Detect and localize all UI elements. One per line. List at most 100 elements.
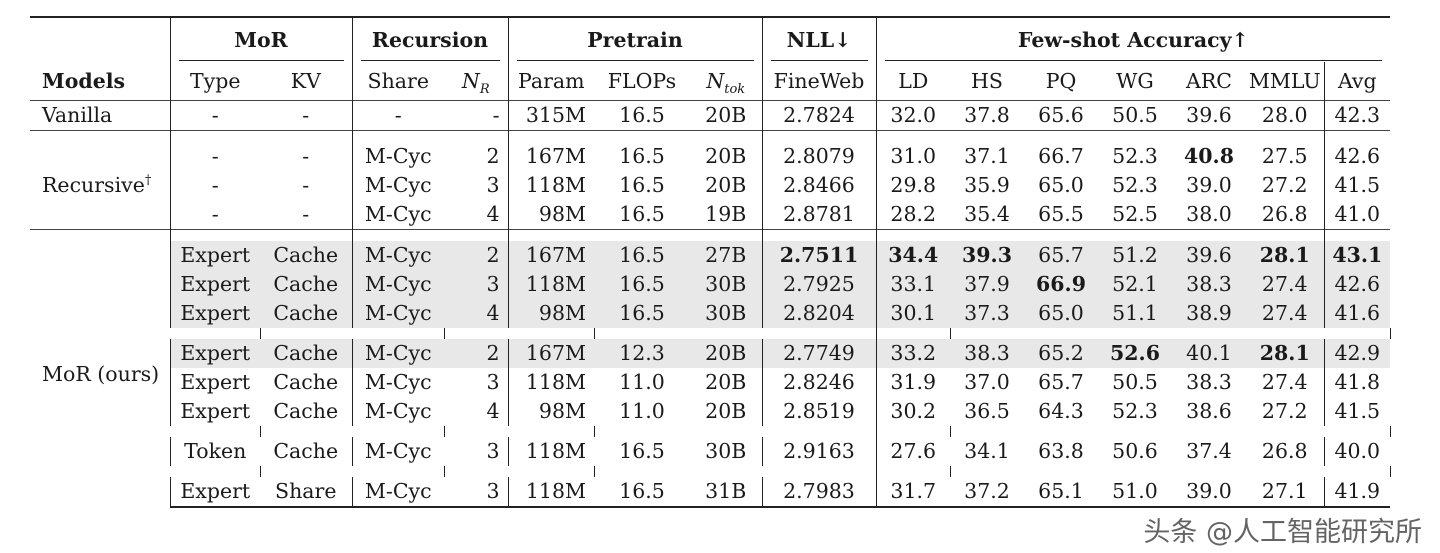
table-cell: 34.4 xyxy=(875,241,950,270)
table-cell: 50.5 xyxy=(1098,100,1172,131)
table-row: Recursive† - - M-Cyc 2 167M 16.5 20B 2.8079 31.0 3… xyxy=(30,142,1410,197)
table-cell: 16.5 xyxy=(594,299,690,328)
table-cell: 64.3 xyxy=(1038,399,1084,423)
col-models: Models xyxy=(42,69,126,93)
table-cell: Cache xyxy=(273,399,339,423)
table-cell: 27.5 xyxy=(1261,144,1308,168)
table-cell: 28.1 xyxy=(1246,339,1324,368)
table-cell: 3 xyxy=(486,370,500,394)
table-cell: 11.0 xyxy=(619,370,665,394)
table-cell: 118M xyxy=(507,437,594,466)
row-spacer xyxy=(30,130,1410,142)
table-cell: M-Cyc xyxy=(351,200,444,230)
table-cell: 42.9 xyxy=(1323,339,1391,368)
table-cell: 2.8781 xyxy=(761,200,876,230)
table-cell: 2.8519 xyxy=(761,397,876,426)
table-cell: - xyxy=(444,100,508,131)
header-col-row: Models Type KV Share NR Param FLOPs Ntok… xyxy=(30,62,1410,101)
row-spacer xyxy=(30,229,1410,241)
table-cell: 20B xyxy=(705,144,747,168)
table-cell: 41.8 xyxy=(1323,368,1391,397)
table-cell: Expert xyxy=(169,270,260,299)
results-table: MoR Recursion Pretrain NLL↓ Few-shot Acc… xyxy=(30,16,1410,508)
table-cell: Cache xyxy=(260,299,352,328)
table-cell: 20B xyxy=(705,399,747,423)
table-cell: 16.5 xyxy=(594,241,690,270)
table-row: Expert Cache M-Cyc 4 98M 11.0 20B 2.8519 30.2 36.… xyxy=(30,397,1410,426)
table-cell: 36.5 xyxy=(964,399,1010,423)
table-cell: 2.7511 xyxy=(761,241,876,270)
table-cell: 12.3 xyxy=(594,339,690,368)
table-cell: - xyxy=(169,142,260,171)
table-cell: M-Cyc xyxy=(351,299,444,328)
table-row: Expert Cache M-Cyc 3 118M 16.5 30B 2.7925 33.1 37… xyxy=(30,270,1410,299)
table-cell: 28.1 xyxy=(1246,241,1324,270)
table-cell: 98M xyxy=(507,200,594,230)
table-cell: M-Cyc xyxy=(351,339,444,368)
table-cell: 16.5 xyxy=(619,144,665,168)
table-cell: 38.3 xyxy=(1186,370,1232,394)
table-row: Expert Cache M-Cyc 2 167M 12.3 20B 2.7749 33.2 38… xyxy=(30,339,1410,368)
table-row: Expert Share M-Cyc 3 118M 16.5 31B 2.7983 31.7 37… xyxy=(30,477,1410,508)
table-cell: 66.9 xyxy=(1024,270,1098,299)
table-cell: 16.5 xyxy=(619,173,665,197)
table-cell: 20B xyxy=(705,370,747,394)
table-cell: 2.8204 xyxy=(761,299,876,328)
table-cell: 37.8 xyxy=(950,100,1024,131)
table-cell: 2.7749 xyxy=(761,339,876,368)
table-cell: 51.2 xyxy=(1098,241,1172,270)
table-cell: 42.6 xyxy=(1323,270,1391,299)
table-cell: 39.3 xyxy=(950,241,1024,270)
table-cell: 19B xyxy=(705,202,747,226)
row-spacer xyxy=(30,466,1410,477)
model-group-recursive: Recursive† xyxy=(42,173,152,197)
table-cell: 32.0 xyxy=(875,100,950,131)
table-cell: 37.4 xyxy=(1186,439,1232,463)
table-cell: 51.0 xyxy=(1098,477,1172,508)
table-cell: 38.0 xyxy=(1186,202,1232,226)
table-cell: 52.5 xyxy=(1112,202,1158,226)
table-cell: 2.7925 xyxy=(761,270,876,299)
table-cell: 29.8 xyxy=(875,171,950,200)
table-cell: 27.6 xyxy=(875,437,950,466)
table-cell: 16.5 xyxy=(619,202,665,226)
table-cell: 41.5 xyxy=(1323,171,1391,200)
table-cell: 52.3 xyxy=(1112,173,1158,197)
table-cell: Cache xyxy=(273,439,339,463)
table-cell: 38.3 xyxy=(1172,270,1246,299)
table-cell: Expert xyxy=(169,241,260,270)
table-cell: 65.7 xyxy=(1024,241,1098,270)
table-cell: M-Cyc xyxy=(351,142,444,171)
table-cell: 31.7 xyxy=(875,477,950,508)
col-flops: FLOPs xyxy=(607,69,677,93)
table-cell: 30B xyxy=(690,299,762,328)
table-cell: Cache xyxy=(260,339,352,368)
model-group-vanilla: Vanilla xyxy=(30,100,170,131)
table-cell: 41.5 xyxy=(1323,397,1391,426)
col-kv: KV xyxy=(290,69,321,93)
row-spacer xyxy=(30,426,1410,437)
table-cell: 315M xyxy=(507,100,594,131)
table-cell: 118M xyxy=(507,270,594,299)
table-cell: 27.4 xyxy=(1261,370,1308,394)
table-cell: 37.3 xyxy=(950,299,1024,328)
table-row: Token Cache M-Cyc 3 118M 16.5 30B 2.9163 27.6 34.… xyxy=(30,437,1410,466)
table-cell: 35.4 xyxy=(964,202,1010,226)
table-row: - - M-Cyc 4 98M 16.5 19B 2.8781 28.2 35.4 65.5 52.5… xyxy=(30,200,1410,230)
table-cell: 42.3 xyxy=(1323,100,1391,131)
table-cell: 40.1 xyxy=(1172,339,1246,368)
table-cell: 3 xyxy=(444,270,508,299)
col-ntok: Ntok xyxy=(706,69,746,98)
table-cell: 50.5 xyxy=(1112,370,1158,394)
table-cell: 4 xyxy=(486,202,500,226)
table-cell: 16.5 xyxy=(594,100,690,131)
header-recursion: Recursion xyxy=(351,16,508,62)
table-cell: Expert xyxy=(169,339,260,368)
col-arc: ARC xyxy=(1186,69,1232,93)
table-cell: 118M xyxy=(507,171,594,200)
table-cell: M-Cyc xyxy=(351,241,444,270)
table-cell: 52.6 xyxy=(1098,339,1172,368)
table-cell: 118M xyxy=(507,477,594,508)
table-cell: 27.4 xyxy=(1246,299,1324,328)
table-cell: Cache xyxy=(260,241,352,270)
